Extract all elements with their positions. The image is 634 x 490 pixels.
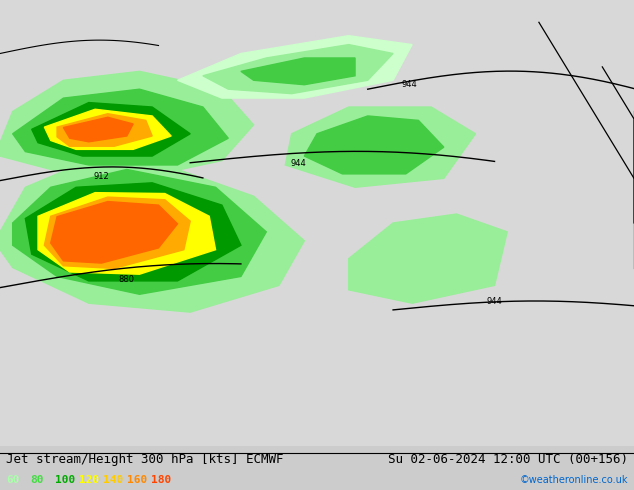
Polygon shape [13,170,266,294]
Polygon shape [241,58,355,85]
Text: 912: 912 [94,172,109,181]
Polygon shape [285,107,476,187]
Text: ©weatheronline.co.uk: ©weatheronline.co.uk [519,475,628,485]
Polygon shape [304,116,444,174]
Text: 120: 120 [79,475,99,485]
Polygon shape [57,114,152,146]
Polygon shape [203,45,393,94]
Polygon shape [13,89,228,165]
Polygon shape [38,193,216,274]
Polygon shape [0,161,304,312]
Polygon shape [349,214,507,303]
Polygon shape [44,197,190,269]
Text: 80: 80 [30,475,44,485]
Text: 160: 160 [127,475,147,485]
Polygon shape [32,102,190,156]
Text: 944: 944 [290,159,306,168]
Polygon shape [63,117,133,142]
Text: 880: 880 [119,275,135,284]
Polygon shape [0,0,634,446]
Polygon shape [44,109,171,149]
Polygon shape [0,72,254,178]
Polygon shape [178,36,412,98]
Text: 944: 944 [487,297,502,306]
Text: Jet stream/Height 300 hPa [kts] ECMWF: Jet stream/Height 300 hPa [kts] ECMWF [6,453,284,466]
Polygon shape [25,183,241,281]
Text: 140: 140 [103,475,123,485]
Text: 180: 180 [151,475,171,485]
Polygon shape [51,201,178,263]
Text: 100: 100 [55,475,75,485]
Text: Su 02-06-2024 12:00 UTC (00+156): Su 02-06-2024 12:00 UTC (00+156) [387,453,628,466]
Text: 60: 60 [6,475,20,485]
Text: 944: 944 [401,80,417,89]
